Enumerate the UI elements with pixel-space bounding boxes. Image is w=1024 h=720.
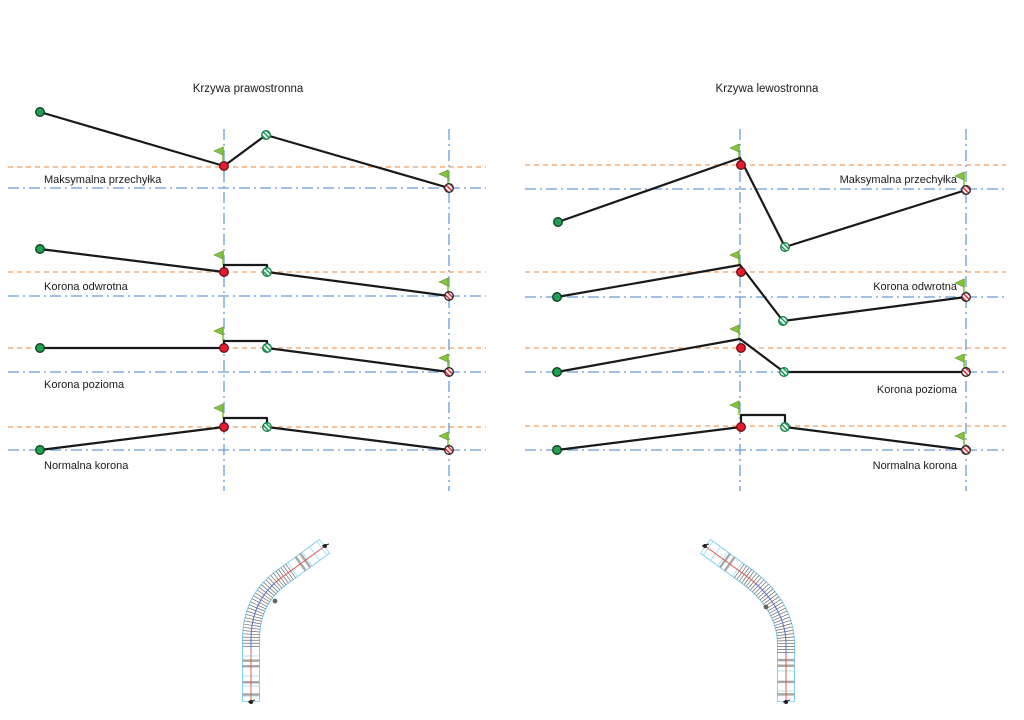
flag-icon (213, 326, 224, 336)
flag-icon (954, 278, 965, 288)
label-normal-crown-right: Normalna korona (873, 460, 958, 472)
flag-icon (729, 324, 740, 334)
superelevation-profile-line (555, 263, 968, 323)
flag-icon (954, 171, 965, 181)
superelevation-profile-line (555, 413, 968, 452)
label-reverse-crown-right: Korona odwrotna (873, 281, 958, 293)
corridor-edge (242, 538, 321, 702)
curve-midpoint-marker (763, 604, 769, 610)
label-normal-crown-left: Normalna korona (44, 460, 129, 472)
flag-icon (438, 169, 449, 179)
critical-station-marker (219, 343, 229, 353)
red-hatched-marker (961, 185, 971, 195)
alignment-end-tick (782, 699, 791, 703)
superelevation-profile-line (38, 247, 451, 298)
critical-station-marker (219, 422, 229, 432)
alignment-end-tick (321, 543, 330, 547)
panel-title-right-curve: Krzywa prawostronna (193, 83, 304, 95)
critical-station-marker (736, 160, 746, 170)
superelevation-profile-line (555, 337, 968, 374)
flag-icon (213, 403, 224, 413)
centerline-tangent (274, 545, 326, 584)
plan-right-curve (242, 538, 331, 704)
flag-icon (213, 146, 224, 156)
centerline-tangent (704, 545, 756, 584)
panel-title-left-curve: Krzywa lewostronna (716, 83, 820, 95)
generated-geometry-layer (8, 107, 1006, 704)
flag-icon (729, 143, 740, 153)
begin-station-marker (553, 217, 563, 227)
red-hatched-marker (961, 445, 971, 455)
label-reverse-crown-left: Korona odwrotna (44, 281, 129, 293)
flag-icon (729, 250, 740, 260)
flag-icon (438, 353, 449, 363)
superelevation-profile-line (38, 416, 451, 452)
begin-station-marker (552, 292, 562, 302)
red-hatched-marker (444, 445, 454, 455)
green-hatched-marker (261, 130, 271, 140)
alignment-end-tick (701, 543, 710, 547)
critical-station-marker (219, 267, 229, 277)
label-max-superelevation-right: Maksymalna przechyłka (840, 174, 958, 186)
begin-station-marker (35, 107, 45, 117)
green-hatched-marker (262, 343, 272, 353)
flag-icon (438, 431, 449, 441)
flag-icon (213, 250, 224, 260)
begin-station-marker (552, 445, 562, 455)
flag-icon (954, 353, 965, 363)
begin-station-marker (552, 367, 562, 377)
green-hatched-marker (778, 316, 788, 326)
flag-icon (438, 277, 449, 287)
plan-left-curve (699, 538, 795, 704)
green-hatched-marker (262, 267, 272, 277)
flag-icon (729, 400, 740, 410)
superelevation-profile-line (38, 339, 451, 374)
green-hatched-marker (779, 367, 789, 377)
panel-left-curve (525, 129, 1006, 491)
red-hatched-marker (444, 367, 454, 377)
begin-station-marker (35, 445, 45, 455)
critical-station-marker (219, 161, 229, 171)
green-hatched-marker (262, 422, 272, 432)
alignment-end-tick (247, 699, 256, 703)
green-hatched-marker (780, 422, 790, 432)
superelevation-profile-line (38, 110, 451, 190)
flag-icon (954, 431, 965, 441)
red-hatched-marker (961, 292, 971, 302)
critical-station-marker (736, 267, 746, 277)
green-hatched-marker (780, 242, 790, 252)
label-max-superelevation-left: Maksymalna przechyłka (44, 174, 162, 186)
critical-station-marker (736, 343, 746, 353)
label-level-crown-right: Korona pozioma (877, 384, 958, 396)
red-hatched-marker (961, 367, 971, 377)
superelevation-profile-line (556, 156, 968, 249)
critical-station-marker (736, 422, 746, 432)
red-hatched-marker (444, 291, 454, 301)
label-level-crown-left: Korona pozioma (44, 379, 125, 391)
centerline-curve (754, 582, 787, 655)
curve-midpoint-marker (272, 598, 278, 604)
centerline-curve (250, 582, 276, 650)
corridor-edge (699, 552, 778, 702)
corridor-edge (259, 552, 331, 702)
panel-right-curve (8, 107, 486, 491)
begin-station-marker (35, 343, 45, 353)
begin-station-marker (35, 244, 45, 254)
red-hatched-marker (444, 183, 454, 193)
